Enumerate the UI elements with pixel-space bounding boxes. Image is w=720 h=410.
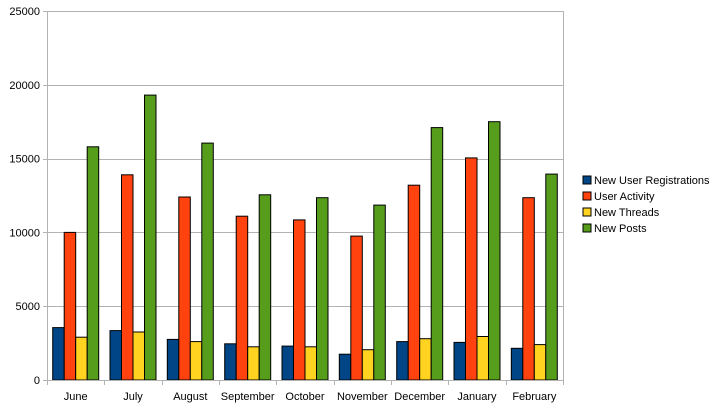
legend-swatch	[582, 223, 592, 233]
bar	[63, 231, 77, 381]
x-tick-labels: June July August September October November De…	[64, 391, 557, 403]
bar	[86, 146, 100, 381]
legend: New User Registrations User Activity New T…	[582, 175, 710, 235]
bar	[453, 341, 466, 381]
bar	[201, 142, 214, 381]
x-tick-label: December	[394, 391, 445, 403]
bar	[419, 338, 432, 381]
bar	[338, 353, 352, 381]
legend-swatch	[582, 207, 592, 217]
bar	[109, 330, 122, 381]
bar	[373, 204, 386, 381]
bars	[52, 94, 558, 381]
x-tick-label: November	[337, 391, 388, 403]
bar	[522, 197, 535, 381]
x-tick-label: June	[64, 391, 88, 403]
bar	[533, 344, 547, 381]
legend-label: New Threads	[594, 207, 660, 219]
y-tick-label: 25000	[9, 6, 40, 18]
legend-swatch	[582, 191, 592, 201]
bar	[178, 196, 191, 381]
bar	[316, 197, 329, 381]
x-tick-label: February	[512, 391, 557, 403]
bar	[510, 347, 524, 381]
bar	[361, 349, 375, 381]
x-tick-label: August	[173, 391, 207, 403]
bar	[407, 184, 421, 381]
y-tick-label: 20000	[9, 80, 40, 92]
x-tick-label: September	[221, 391, 275, 403]
bar	[430, 127, 444, 381]
legend-label: New Posts	[594, 223, 647, 235]
y-tick-label: 10000	[9, 227, 40, 239]
bar	[304, 346, 317, 381]
bar	[121, 174, 134, 381]
bar	[396, 341, 409, 381]
bar	[488, 121, 501, 381]
bar	[293, 219, 306, 381]
bar	[281, 345, 294, 381]
axes	[43, 11, 564, 385]
x-tick-label: October	[285, 391, 324, 403]
bar	[52, 327, 65, 381]
bar	[224, 343, 237, 381]
bar	[132, 331, 145, 381]
bar	[465, 157, 478, 381]
bar	[545, 173, 558, 381]
x-tick-label: July	[123, 391, 143, 403]
legend-label: User Activity	[594, 191, 655, 203]
bar	[235, 215, 249, 381]
x-tick-label: January	[457, 391, 497, 403]
y-tick-labels: 0 5000 10000 15000 20000 25000	[9, 6, 40, 387]
bar	[476, 336, 489, 381]
bar	[189, 341, 203, 381]
bar	[166, 338, 180, 381]
bar	[75, 336, 88, 381]
bar	[350, 235, 363, 381]
y-tick-label: 0	[34, 375, 40, 387]
bar	[144, 94, 157, 381]
bar	[258, 194, 272, 381]
bar	[247, 346, 260, 381]
legend-label: New User Registrations	[594, 175, 710, 187]
y-tick-label: 5000	[16, 301, 40, 313]
legend-swatch	[582, 175, 592, 185]
y-tick-label: 15000	[9, 154, 40, 166]
